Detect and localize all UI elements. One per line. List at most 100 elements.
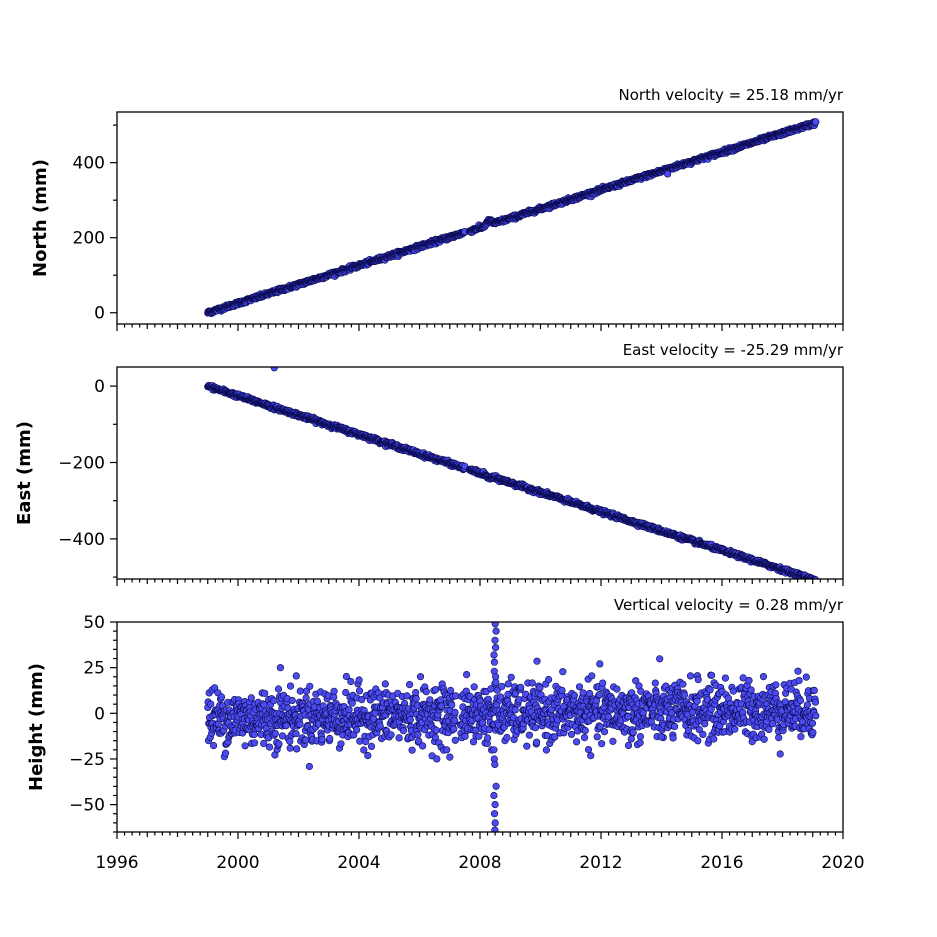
- data-point: [707, 671, 716, 679]
- data-point: [699, 730, 707, 739]
- north-velocity-label: North velocity = 25.18 mm/yr: [619, 86, 844, 104]
- data-point: [286, 744, 294, 752]
- data-point: [544, 675, 553, 684]
- data-point: [694, 737, 702, 745]
- data-point: [403, 692, 411, 700]
- data-point: [432, 685, 440, 694]
- data-point: [572, 738, 581, 746]
- data-point: [528, 679, 536, 687]
- data-point: [812, 118, 820, 126]
- data-point: [356, 737, 364, 745]
- data-point: [342, 672, 351, 681]
- data-point: [624, 712, 632, 721]
- data-point: [406, 716, 414, 724]
- data-point: [463, 670, 471, 679]
- data-point: [613, 685, 621, 693]
- data-point: [211, 684, 219, 692]
- data-point: [296, 687, 304, 695]
- data-point: [636, 739, 644, 747]
- data-point: [701, 720, 709, 728]
- data-point: [470, 683, 478, 691]
- data-point: [302, 694, 310, 702]
- data-point: [415, 737, 423, 745]
- data-point: [570, 691, 579, 700]
- data-point: [694, 675, 702, 684]
- data-point: [551, 733, 559, 741]
- data-point: [376, 694, 384, 702]
- y-tick-label: 200: [73, 229, 105, 249]
- data-point: [395, 734, 403, 742]
- data-point: [432, 726, 441, 734]
- data-point: [419, 742, 427, 750]
- data-point: [511, 706, 519, 714]
- data-point: [288, 696, 296, 705]
- data-point: [686, 672, 695, 680]
- data-point: [536, 684, 544, 692]
- data-point: [286, 682, 295, 690]
- data-point: [437, 702, 446, 710]
- data-point: [600, 728, 609, 736]
- data-point: [260, 701, 268, 709]
- data-point: [264, 734, 273, 742]
- data-point: [663, 170, 672, 178]
- y-tick-label: 0: [94, 304, 105, 324]
- data-point: [580, 733, 589, 742]
- data-point: [345, 706, 353, 714]
- data-point: [721, 674, 730, 682]
- north-plot-frame: [116, 111, 844, 325]
- data-point: [680, 691, 689, 699]
- data-point: [381, 680, 389, 688]
- data-point: [355, 676, 363, 684]
- data-point: [507, 673, 515, 681]
- data-point: [414, 730, 422, 739]
- data-point: [628, 689, 636, 697]
- data-point: [358, 695, 366, 704]
- data-point: [313, 697, 322, 706]
- data-point: [484, 734, 492, 742]
- data-point: [265, 743, 274, 751]
- data-point: [326, 734, 334, 743]
- data-point: [656, 655, 664, 663]
- data-point: [422, 688, 430, 696]
- data-point: [348, 699, 356, 707]
- data-point: [629, 728, 637, 737]
- data-point: [498, 682, 506, 691]
- data-point: [241, 742, 249, 750]
- data-point: [636, 732, 645, 741]
- data-point: [595, 690, 604, 699]
- data-point: [450, 725, 458, 733]
- data-point: [247, 694, 255, 702]
- data-point: [581, 726, 589, 735]
- data-point: [451, 716, 459, 725]
- data-point: [451, 708, 459, 717]
- data-point: [282, 721, 290, 730]
- data-point: [337, 740, 345, 748]
- data-point: [426, 696, 434, 704]
- east-data-points: [204, 367, 820, 579]
- data-point: [587, 752, 595, 760]
- data-point: [412, 694, 420, 703]
- data-point: [525, 731, 534, 739]
- data-point: [302, 736, 310, 744]
- data-point: [275, 740, 283, 748]
- data-point: [567, 730, 576, 738]
- data-point: [731, 725, 739, 733]
- data-point: [503, 733, 511, 742]
- data-point: [670, 722, 679, 731]
- data-point: [433, 755, 441, 763]
- data-point: [406, 680, 414, 689]
- data-point: [584, 745, 593, 754]
- data-point: [579, 689, 587, 697]
- east-panel: −400−2000 East velocity = -25.29 mm/yr E…: [14, 341, 844, 586]
- data-point: [412, 688, 420, 697]
- data-point: [362, 737, 370, 746]
- data-point: [447, 686, 455, 695]
- data-point: [278, 732, 287, 740]
- data-point: [651, 679, 659, 687]
- data-point: [353, 726, 361, 734]
- height-data-points: [204, 622, 820, 832]
- data-point: [497, 693, 505, 701]
